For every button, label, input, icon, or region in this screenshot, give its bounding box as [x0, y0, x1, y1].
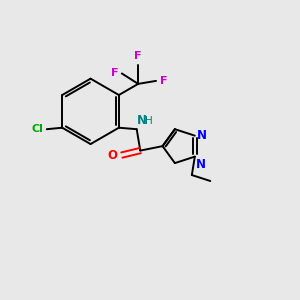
Text: F: F: [134, 51, 142, 61]
Text: N: N: [197, 129, 207, 142]
Text: N: N: [137, 114, 147, 128]
Text: N: N: [196, 158, 206, 171]
Text: Cl: Cl: [32, 124, 43, 134]
Text: H: H: [145, 116, 153, 126]
Text: F: F: [160, 76, 167, 86]
Text: O: O: [108, 148, 118, 162]
Text: F: F: [111, 68, 118, 79]
